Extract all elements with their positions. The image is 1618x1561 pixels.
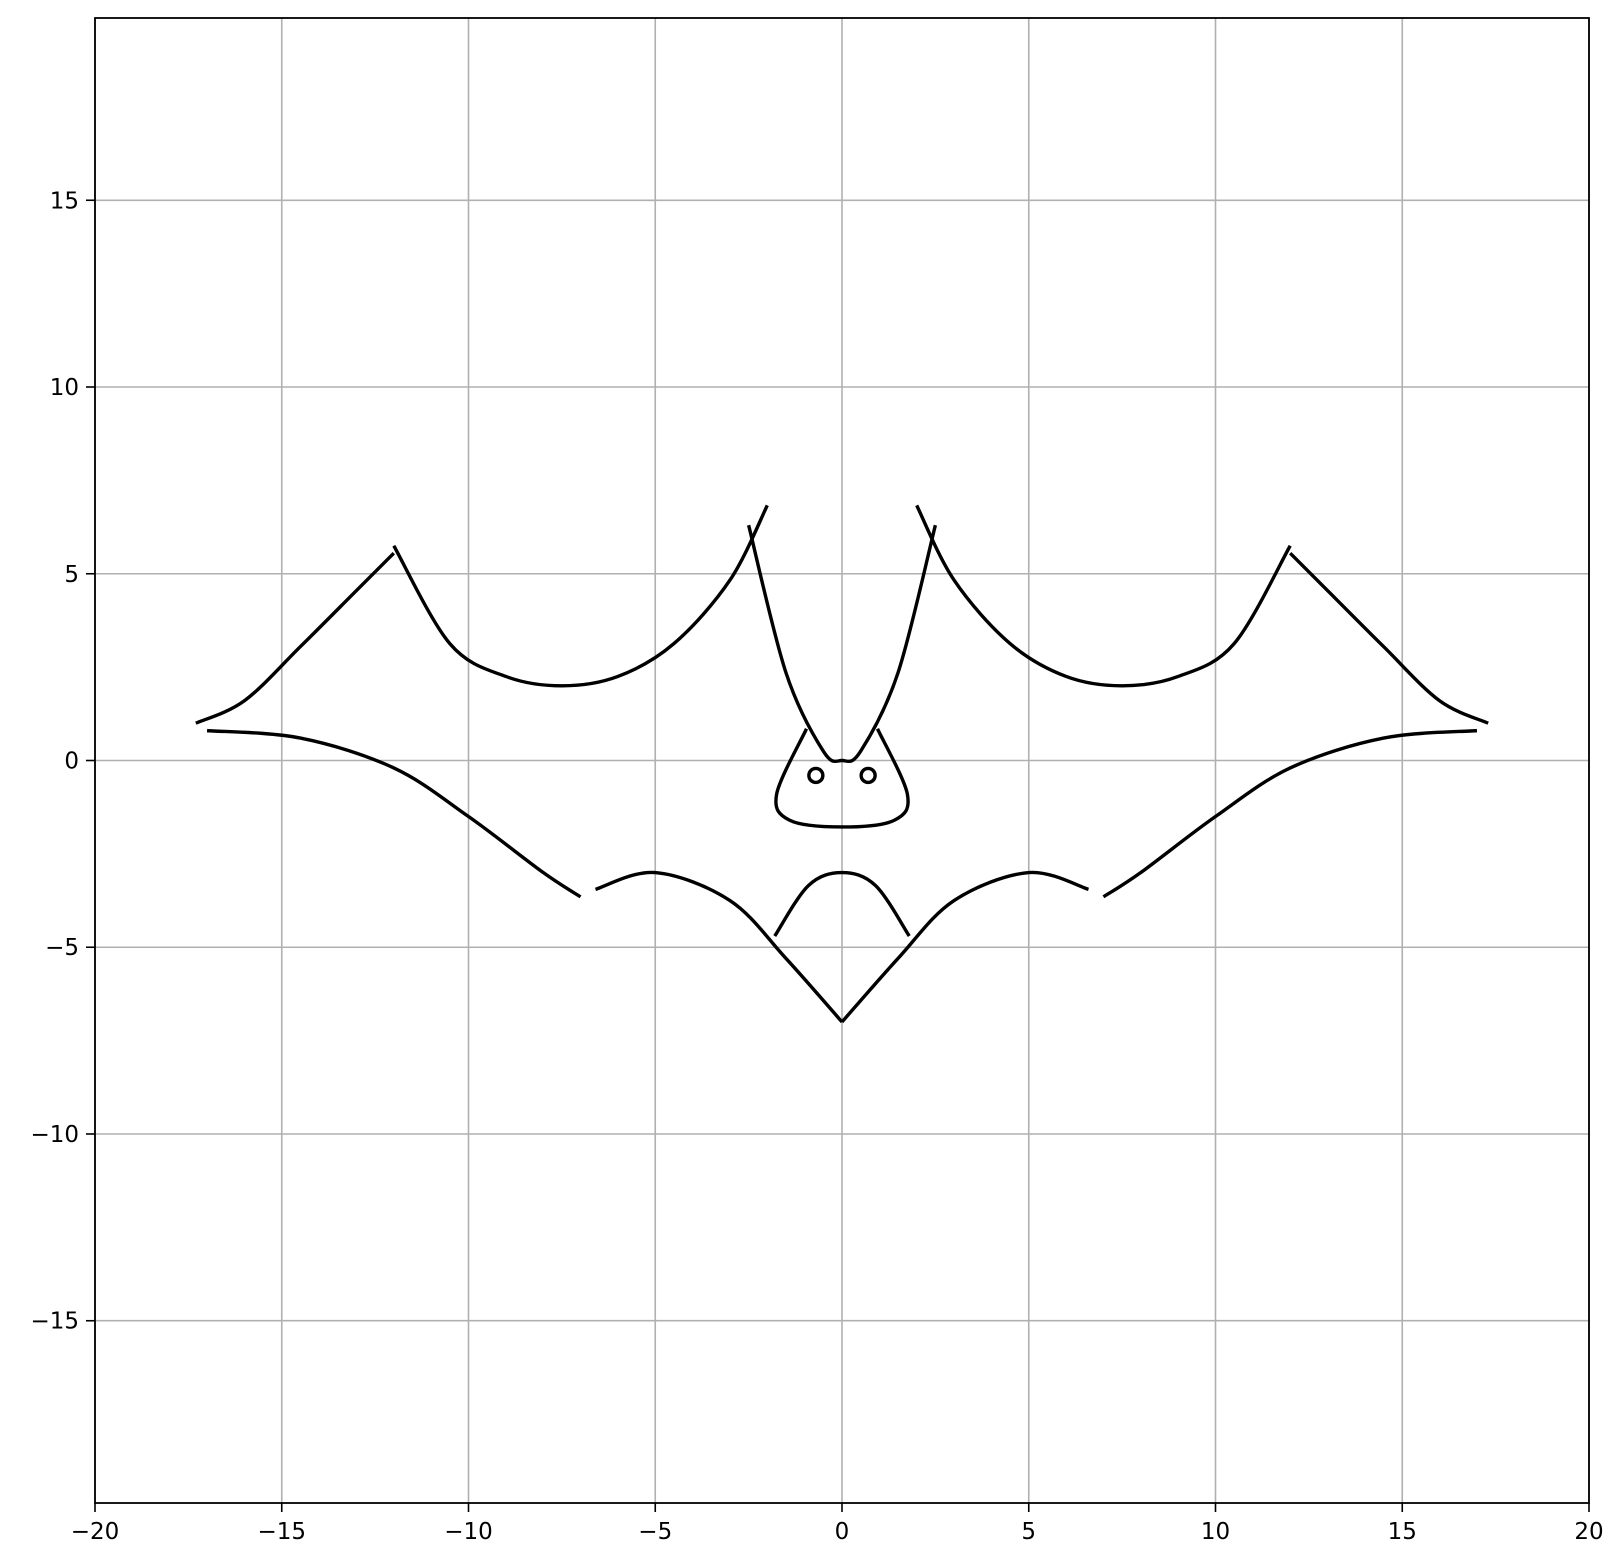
x-tick-label: −10 xyxy=(444,1519,493,1545)
curve-segment xyxy=(773,870,911,937)
curve-segment xyxy=(1102,728,1478,899)
curve-segment xyxy=(195,552,396,725)
x-tick-label: 10 xyxy=(1201,1519,1230,1545)
x-tick-label: −5 xyxy=(638,1519,672,1545)
y-tick-label: 0 xyxy=(64,749,79,775)
x-tick-label: 15 xyxy=(1388,1519,1417,1545)
x-tick-label: 5 xyxy=(1021,1519,1036,1545)
eye-point xyxy=(859,766,877,785)
y-tick-label: −5 xyxy=(45,935,79,961)
y-tick-label: 15 xyxy=(50,188,79,214)
curve-segment xyxy=(774,728,910,829)
x-tick-label: −20 xyxy=(71,1519,120,1545)
curve-segment xyxy=(206,728,582,899)
curve-segment xyxy=(915,504,1292,688)
curve-segment xyxy=(840,870,1090,1024)
x-tick-label: −15 xyxy=(257,1519,306,1545)
curve-segment xyxy=(392,504,769,688)
tick-labels: −20 −15 −10 −5 0 5 10 15 20 −15 −10 −5 0 5 10 15 xyxy=(30,188,1603,1545)
y-tick-label: −15 xyxy=(30,1309,79,1335)
y-tick-label: −10 xyxy=(30,1122,79,1148)
curve-segment xyxy=(594,870,844,1024)
x-tick-label: 0 xyxy=(835,1519,850,1545)
curve-segment xyxy=(1288,552,1489,725)
y-tick-label: 5 xyxy=(64,562,79,588)
x-tick-label: 20 xyxy=(1574,1519,1603,1545)
eye-point xyxy=(807,766,825,785)
axis-ticks xyxy=(86,199,1590,1512)
curve-segment xyxy=(746,524,938,764)
y-tick-label: 10 xyxy=(50,375,79,401)
plot-area xyxy=(195,504,1489,1024)
